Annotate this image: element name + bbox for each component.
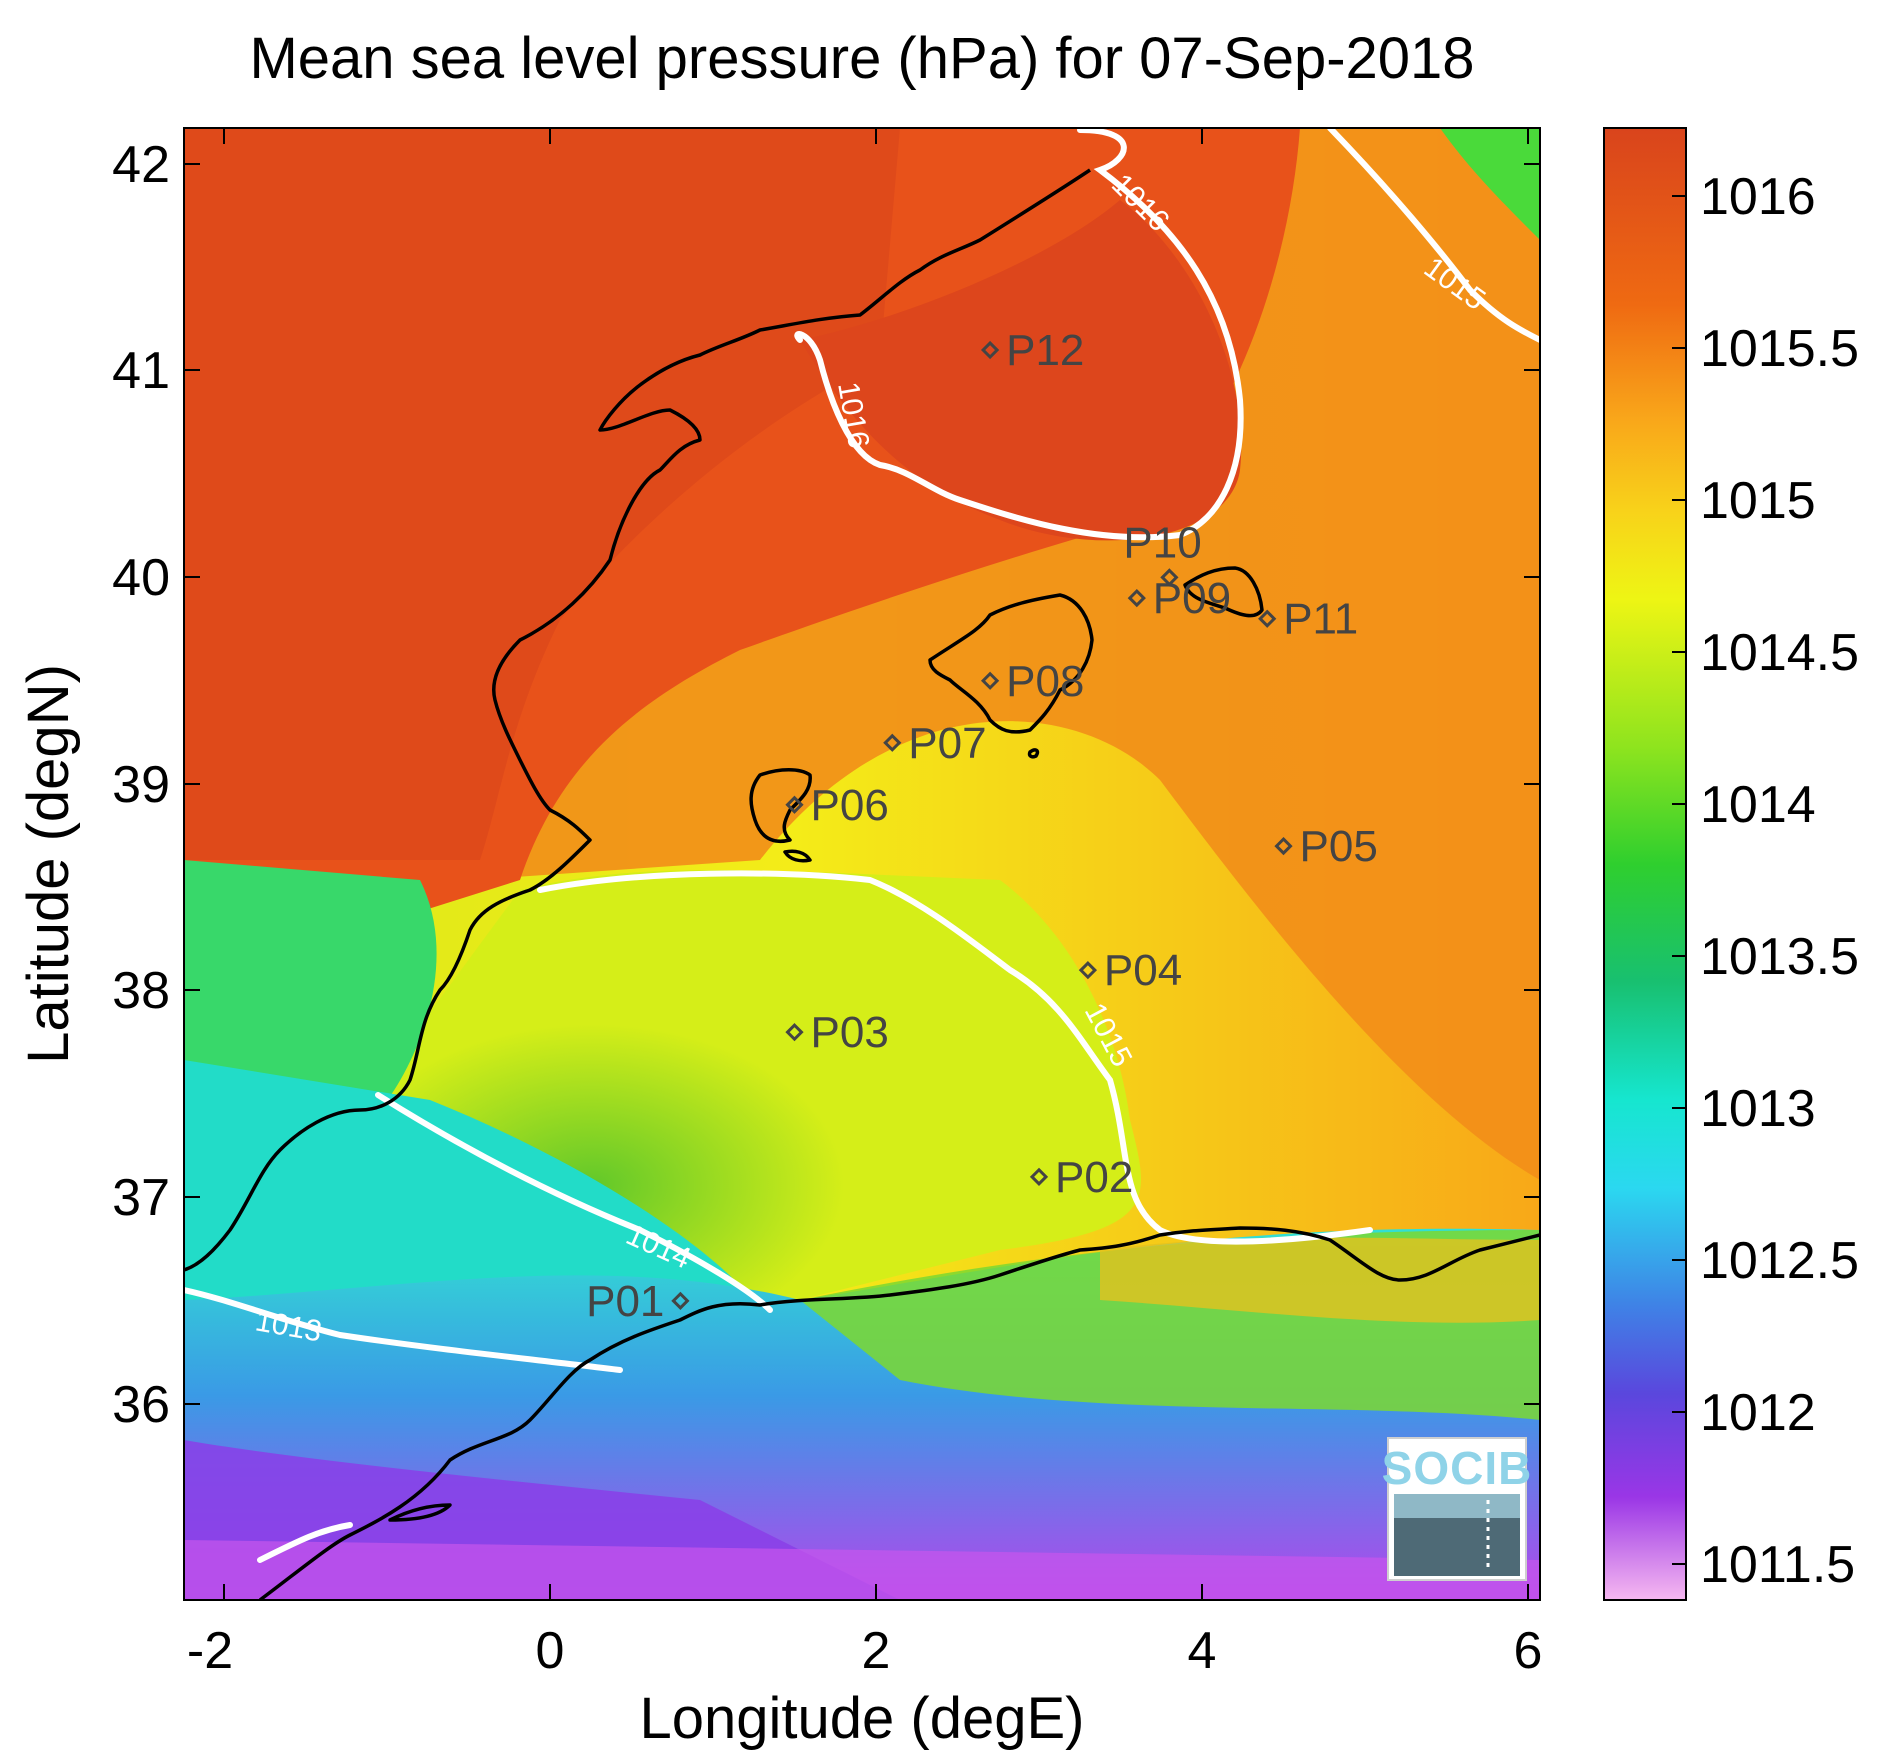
station-markers: P01 P02 P03 P04 P05 P06 P07 P08 P09 P10 P11 P12 [586,326,1378,1326]
station-p03: P03 [785,1008,889,1057]
station-marker-icon [980,340,1000,360]
station-marker-icon [1274,836,1293,856]
colorbar-tick-label: 1015 [1700,472,1816,530]
iberia-coastline [184,168,1091,1272]
pressure-contours [184,128,1540,1563]
station-marker-icon [785,795,804,814]
chart-title: Mean sea level pressure (hPa) for 07-Sep… [249,26,1474,91]
colorbar-tick-label: 1011.5 [1700,1536,1855,1594]
colorbar-tick-label: 1014 [1700,776,1816,834]
station-p04: P04 [1078,946,1182,995]
station-marker-icon [1029,1167,1049,1186]
station-label: P11 [1283,595,1358,644]
coastlines [184,168,1540,1600]
station-marker-icon [883,733,902,752]
station-p10: P10 [1123,518,1202,587]
station-marker-icon [785,1023,804,1042]
x-axis-label: Longitude (degE) [640,1686,1085,1751]
y-tick-label: 41 [112,342,170,400]
colorbar: 1016 1015.5 1015 1014.5 1014 1013.5 1013… [1603,127,1859,1601]
cabrera-coastline [1027,748,1040,759]
colorbar-tick-label: 1016 [1700,168,1816,226]
station-label: P01 [586,1277,664,1326]
colorbar-tick-label: 1012.5 [1700,1232,1859,1290]
contour-1013-line [184,1287,623,1373]
logo-text: SOCIB [1382,1442,1533,1494]
y-tick-label: 42 [112,136,170,194]
formentera-coastline [783,849,812,863]
contour-1012-line [257,1522,353,1563]
x-axis [223,128,1529,1600]
y-tick-label: 36 [112,1376,170,1434]
contour-1015b-line [537,870,1373,1245]
map-frame [183,127,1541,1601]
station-marker-icon [671,1291,690,1310]
station-label: P02 [1055,1153,1133,1202]
colorbar-tick-label: 1015.5 [1700,320,1859,378]
africa-inlet [388,1503,452,1522]
menorca-coastline [1183,566,1264,618]
y-tick-label: 37 [112,1169,170,1227]
y-tick-label: 39 [112,756,170,814]
colorbar-gradient [1603,127,1687,1601]
station-marker-icon [980,671,1000,690]
contour-1016-line [794,128,1244,541]
station-marker-icon [1078,961,1098,980]
y-axis [184,163,1540,1405]
station-marker-icon [1160,568,1179,587]
x-tick-label: 2 [862,1622,891,1680]
station-p02: P02 [1029,1153,1133,1202]
x-tick-label: 6 [1514,1622,1543,1680]
station-p12: P12 [980,326,1084,375]
station-label: P06 [811,781,889,830]
station-marker-icon [1127,588,1146,608]
station-p01: P01 [586,1277,690,1326]
colorbar-tick-label: 1013.5 [1700,928,1859,986]
station-marker-icon [1258,609,1277,628]
y-tick-label: 40 [112,549,170,607]
y-tick-labels: 42 41 40 39 38 37 36 [112,136,170,1434]
socib-logo: SOCIB [1382,1437,1533,1581]
x-tick-label: -2 [187,1622,233,1680]
station-label: P04 [1104,946,1182,995]
y-axis-label: Latitude (degN) [16,664,81,1064]
contour-1014-line [375,1092,773,1313]
x-tick-labels: -2 0 2 4 6 [187,1622,1543,1680]
colorbar-tick-label: 1012 [1700,1384,1816,1442]
station-p07: P07 [883,719,987,768]
station-p08: P08 [980,657,1084,706]
colorbar-tick-label: 1014.5 [1700,624,1859,682]
mallorca-coastline [928,593,1094,734]
station-p06: P06 [785,781,889,830]
y-tick-label: 38 [112,962,170,1020]
ibiza-coastline [749,768,812,843]
station-p05: P05 [1274,822,1378,871]
station-label: P10 [1123,518,1201,567]
station-label: P12 [1006,326,1084,375]
station-label: P08 [1006,657,1084,706]
station-label: P03 [811,1008,889,1057]
x-tick-label: 0 [536,1622,565,1680]
station-p11: P11 [1258,595,1358,644]
africa-coastline [258,1226,1540,1600]
station-p09: P09 [1127,574,1231,623]
x-tick-label: 4 [1188,1622,1217,1680]
contour-1015-line [1327,128,1540,343]
colorbar-tick-label: 1013 [1700,1080,1816,1138]
station-label: P07 [908,719,986,768]
station-label: P05 [1300,822,1378,871]
